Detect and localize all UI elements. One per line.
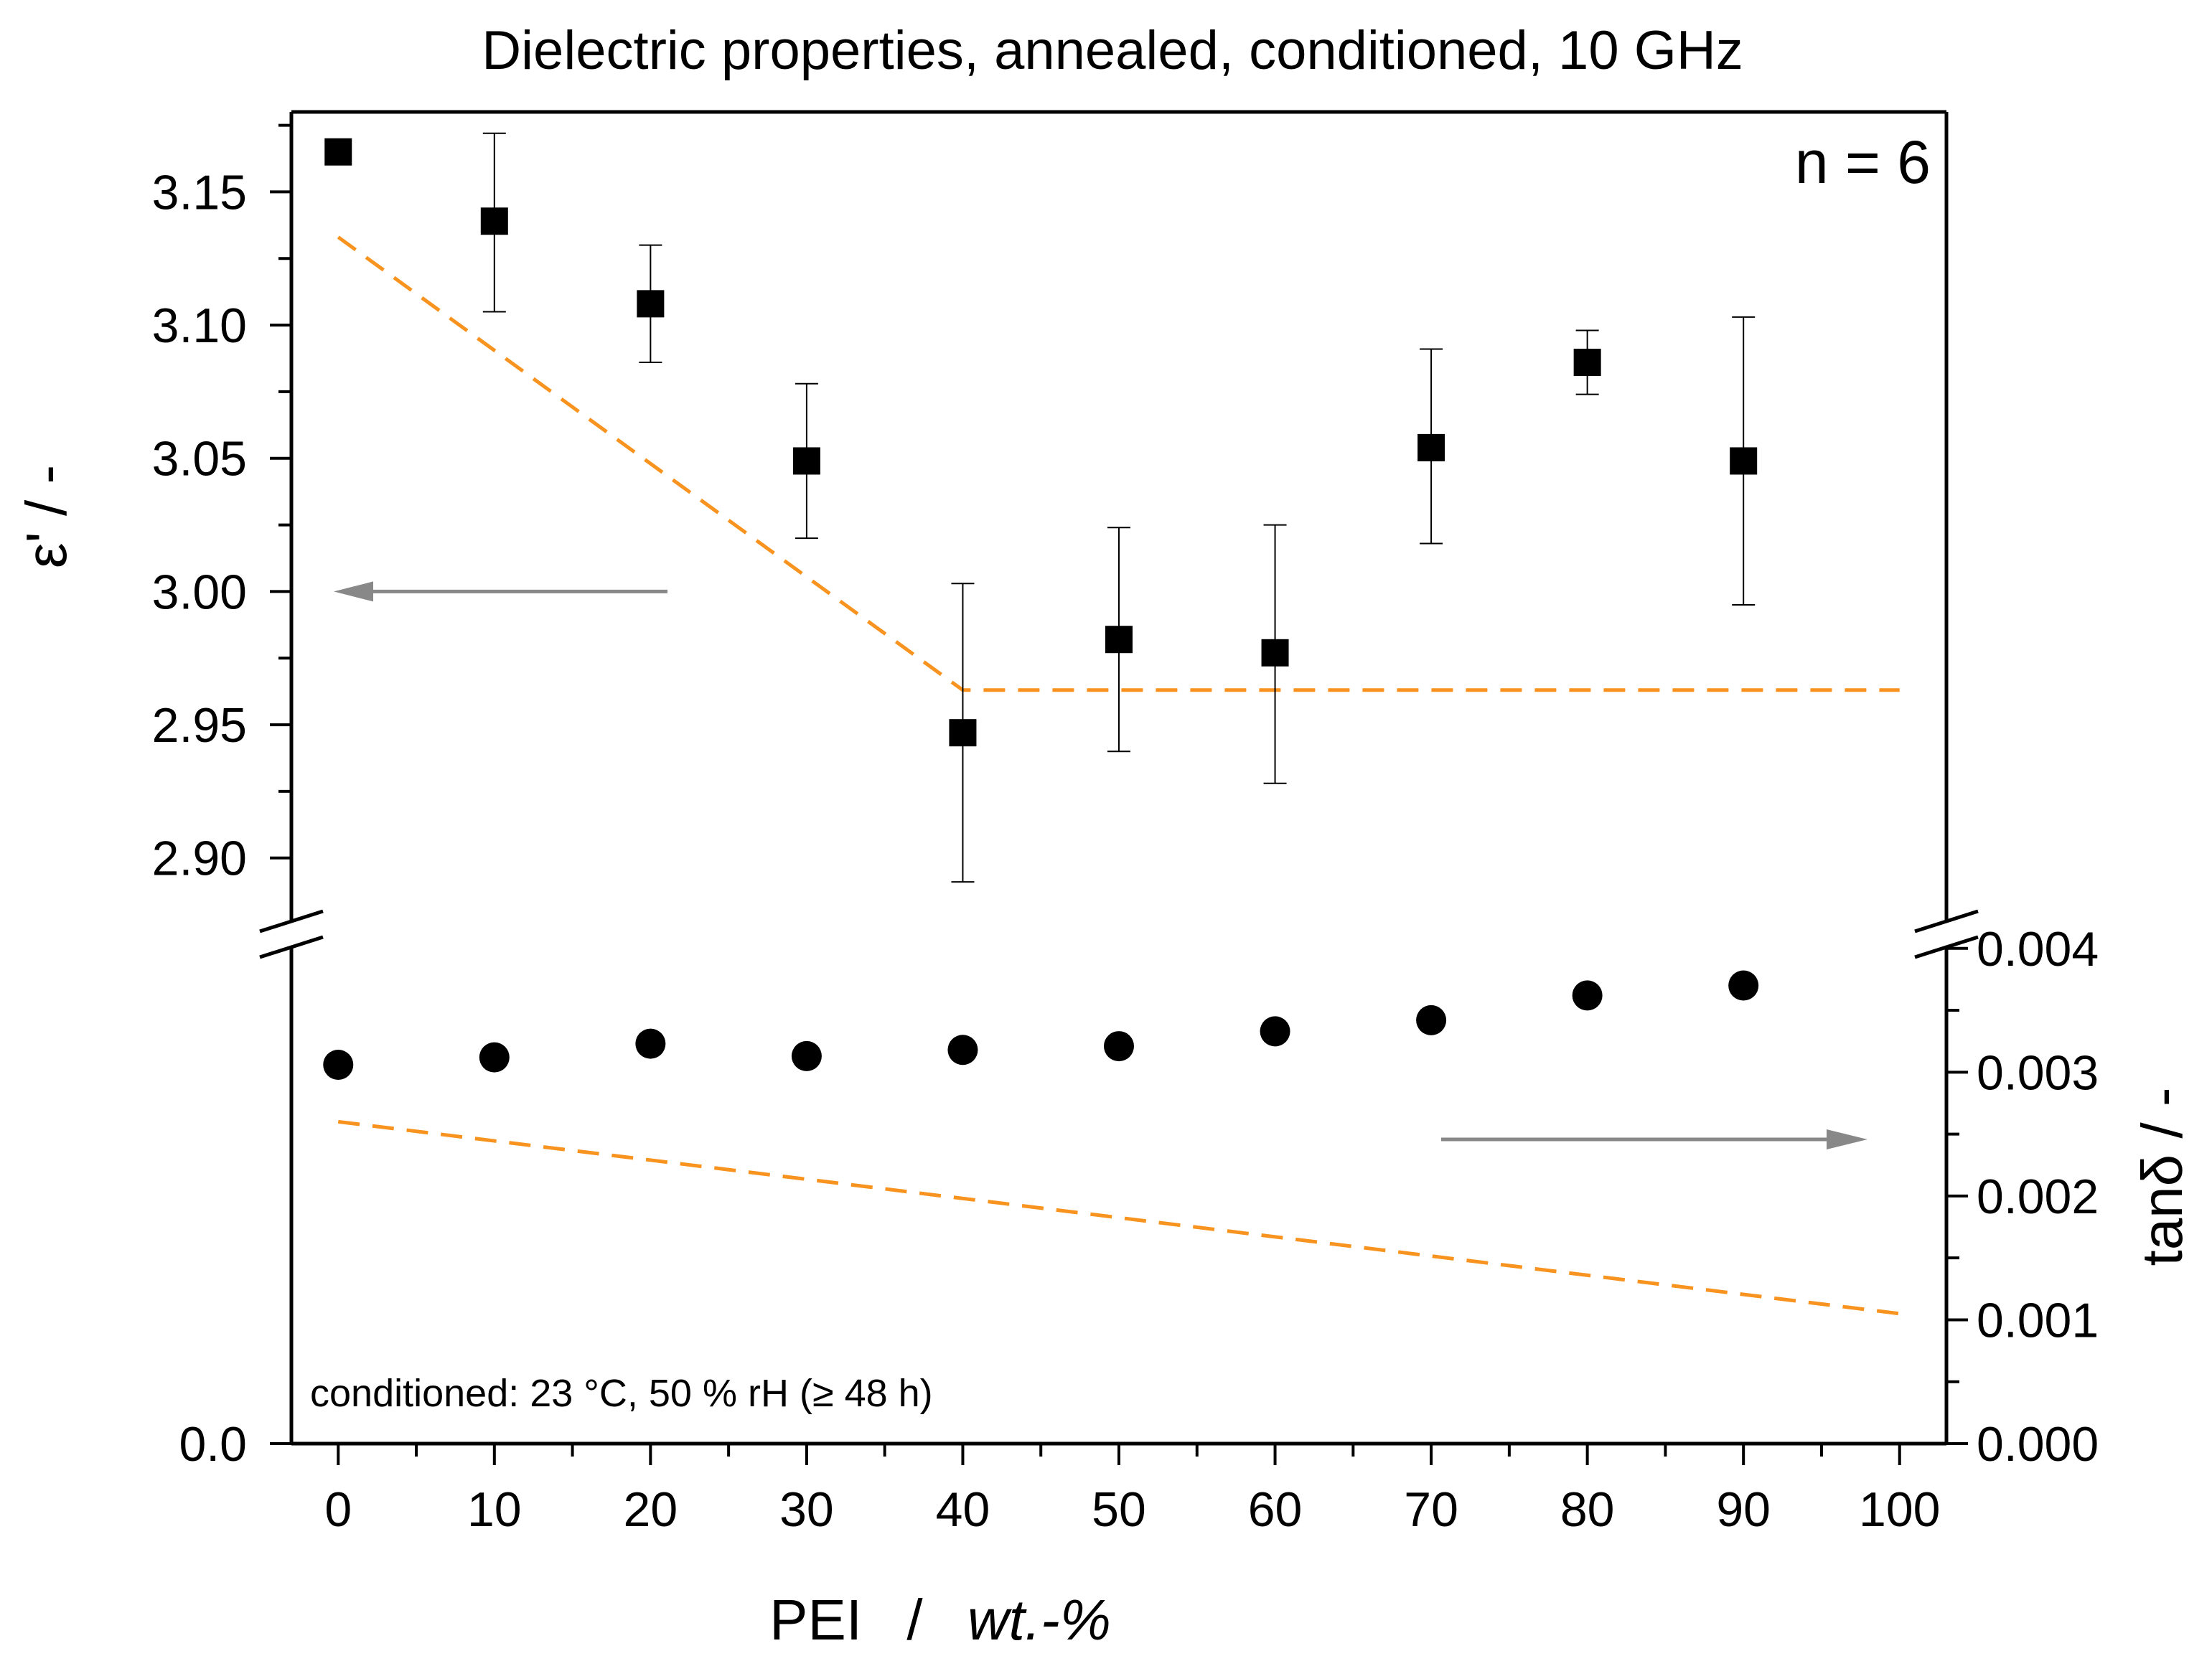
right-axis-label: tanδ / - (2130, 1087, 2194, 1266)
data-markers (323, 138, 1759, 1080)
conditions-annotation: conditioned: 23 °C, 50 % rH (≥ 48 h) (310, 1372, 933, 1415)
right-tick-label: 0.002 (1977, 1170, 2099, 1224)
x-axis-label-unit: wt.-% (967, 1588, 1111, 1652)
permittivity-point (324, 138, 352, 166)
loss-tangent-point (323, 1049, 354, 1080)
permittivity-point (949, 719, 977, 747)
loss-tangent-point (635, 1028, 666, 1059)
permittivity-point (637, 290, 665, 318)
x-tick-label: 10 (467, 1482, 522, 1537)
x-axis-ticks: 0 10 20 30 40 50 60 70 80 90 100 (324, 1444, 1940, 1537)
x-tick-label: 90 (1716, 1482, 1771, 1537)
left-axis-arrow-head (334, 581, 373, 602)
x-tick-label: 40 (936, 1482, 990, 1537)
left-tick-label: 3.00 (152, 565, 247, 619)
x-axis-label: PEI / wt.-% (769, 1588, 1111, 1652)
permittivity-point (1261, 639, 1289, 667)
left-tick-label: 3.15 (152, 165, 247, 220)
permittivity-point (1417, 433, 1445, 461)
x-tick-label: 0 (324, 1482, 352, 1537)
left-axis-break-mark (259, 909, 324, 933)
axis-arrows (334, 581, 1867, 1149)
loss-tangent-point (479, 1042, 510, 1073)
loss-tangent-point (1260, 1016, 1290, 1047)
loss-tangent-point (947, 1035, 978, 1065)
x-axis-label-separator: / (906, 1588, 923, 1652)
right-axis-arrow-head (1827, 1129, 1867, 1149)
x-tick-label: 50 (1092, 1482, 1146, 1537)
right-tick-label: 0.000 (1977, 1417, 2099, 1472)
x-tick-label: 60 (1248, 1482, 1303, 1537)
left-tick-label: 3.05 (152, 432, 247, 486)
loss-tangent-trend-line (337, 1119, 1901, 1316)
x-tick-label: 70 (1404, 1482, 1458, 1537)
plot-frame (259, 110, 1979, 1446)
permittivity-point (792, 447, 820, 475)
loss-tangent-point (1416, 1005, 1447, 1035)
loss-tangent-point (1728, 970, 1759, 1001)
permittivity-point (1573, 349, 1601, 377)
right-tick-label: 0.003 (1977, 1045, 2099, 1100)
x-axis-label-main: PEI (769, 1588, 862, 1652)
left-axis-break-mark (259, 935, 324, 959)
chart-title: Dielectric properties, annealed, conditi… (482, 20, 1743, 81)
right-tick-label: 0.004 (1977, 922, 2099, 977)
right-tick-label: 0.001 (1977, 1293, 2099, 1347)
left-tick-label: 2.95 (152, 698, 247, 753)
left-zero-label: 0.0 (179, 1417, 247, 1472)
right-axis-ticks: 0.000 0.001 0.002 0.003 0.004 (1946, 922, 2099, 1472)
loss-tangent-point (791, 1040, 822, 1071)
x-tick-label: 80 (1560, 1482, 1615, 1537)
permittivity-point (1105, 626, 1133, 654)
loss-tangent-point (1104, 1031, 1134, 1062)
error-bars (482, 132, 1756, 883)
trend-lines (337, 235, 1901, 1316)
sample-count-annotation: n = 6 (1795, 128, 1931, 196)
right-axis-break-mark (1914, 909, 1979, 933)
x-tick-label: 30 (779, 1482, 834, 1537)
loss-tangent-point (1572, 980, 1603, 1011)
x-tick-label: 20 (624, 1482, 678, 1537)
permittivity-point (1730, 447, 1758, 475)
left-axis-label: ε' / - (14, 465, 78, 568)
left-axis-ticks: 2.90 2.95 3.00 3.05 3.10 3.15 0.0 (152, 123, 291, 1472)
left-tick-label: 2.90 (152, 832, 247, 886)
x-tick-label: 100 (1859, 1482, 1940, 1537)
permittivity-point (480, 207, 508, 235)
left-tick-label: 3.10 (152, 298, 247, 353)
